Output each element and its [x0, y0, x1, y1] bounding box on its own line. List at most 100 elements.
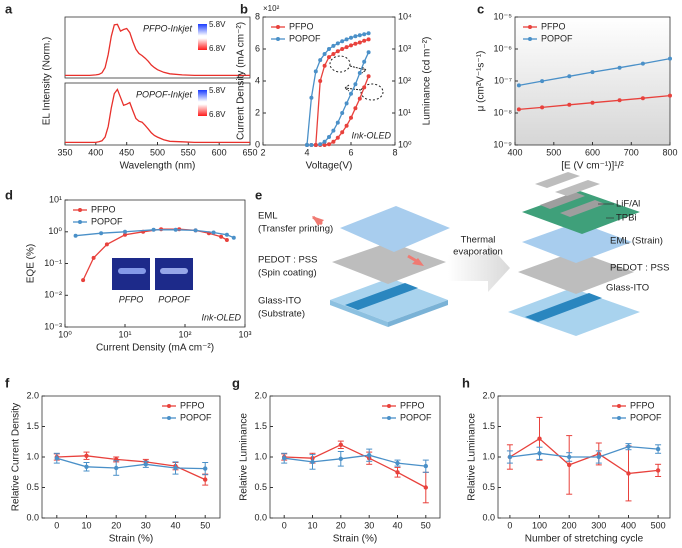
data-point [114, 465, 119, 471]
legend-label: PFPO [400, 400, 425, 410]
y-tick-label: 1.0 [254, 451, 267, 461]
data-point [331, 43, 336, 48]
y-tick-label: 10⁰ [48, 226, 62, 236]
data-point [353, 41, 358, 46]
legend-marker [528, 25, 532, 29]
panel-label: h [462, 375, 470, 390]
data-point [540, 105, 545, 110]
data-point [366, 31, 371, 36]
x-axis-label: [E (V cm⁻¹)]¹/² [561, 161, 624, 172]
data-point [331, 128, 336, 133]
process-label: evaporation [453, 247, 503, 258]
ito-stripe [345, 283, 418, 310]
y-tick-label: 0.5 [482, 482, 495, 492]
x-tick-label: 400 [507, 147, 522, 157]
x-tick-label: 8 [392, 147, 397, 157]
x-tick-label: 40 [170, 520, 180, 530]
data-point [99, 231, 104, 236]
data-point [567, 454, 572, 460]
data-point [335, 49, 340, 54]
x-tick-label: 10 [307, 520, 317, 530]
x-axis-label: Strain (%) [333, 534, 377, 545]
diagram-e: e EML (Transfer printing) PEDOT : PSS (S… [255, 172, 669, 336]
x-tick-label: 6 [348, 147, 353, 157]
data-point [338, 456, 343, 461]
data-point [353, 82, 358, 87]
x-tick-label: 450 [119, 147, 134, 157]
callout-arrow [349, 65, 367, 74]
y-tick-label: 2.0 [254, 390, 267, 400]
data-point [362, 32, 367, 37]
y-tick-label: 4 [255, 75, 260, 85]
data-point [151, 227, 156, 232]
data-point [91, 255, 96, 260]
series-line [65, 23, 250, 77]
series-line [509, 445, 659, 458]
data-point [516, 83, 521, 88]
x-tick-label: 10³ [238, 329, 251, 339]
data-point [338, 442, 343, 447]
data-point [357, 71, 362, 75]
layer-label: EML [258, 211, 278, 222]
data-point [655, 446, 661, 452]
x-tick-label: 600 [212, 147, 227, 157]
legend-label: POPOF [289, 33, 321, 43]
x-tick-label: 600 [585, 147, 600, 157]
y-tick-label: 10⁻⁷ [494, 75, 512, 85]
x-tick-label: 10 [81, 520, 91, 530]
y-tick-label: 10⁻² [44, 290, 62, 300]
data-point [322, 63, 327, 68]
x-tick-label: 20 [336, 520, 346, 530]
series-label: POPOF-Inkjet [136, 89, 193, 99]
data-point [362, 59, 367, 64]
data-point [322, 139, 327, 144]
y-axis-label: Relative Current Density [11, 403, 22, 511]
x-tick-label: 500 [651, 520, 666, 530]
y-tick-label: 1.5 [26, 421, 39, 431]
pedot-layer [332, 242, 446, 284]
legend-marker [617, 404, 621, 408]
data-point [84, 464, 89, 469]
y-tick-label: 1.0 [26, 451, 39, 461]
layer-note: (Transfer printing) [258, 224, 333, 235]
glass-edge [388, 300, 448, 327]
data-point [313, 143, 318, 147]
data-point [203, 466, 208, 471]
arrow [312, 215, 323, 226]
panel-label: g [232, 375, 240, 390]
process-arrow [448, 244, 510, 292]
layer-label: PEDOT : PSS [610, 263, 669, 274]
panel-label: d [5, 187, 13, 202]
legend-marker [167, 416, 171, 420]
y-tick-label: 10⁻⁵ [494, 11, 513, 21]
layer-note: (Spin coating) [258, 268, 317, 279]
data-point [173, 465, 178, 471]
data-point [322, 52, 327, 56]
data-point [626, 444, 631, 449]
y-tick-label: 0.5 [26, 482, 39, 492]
data-point [423, 485, 428, 490]
data-point [224, 238, 229, 242]
data-point [54, 456, 59, 461]
x-tick-label: 40 [392, 520, 402, 530]
y-tick-label: 10⁻¹ [44, 258, 62, 268]
data-point [590, 100, 595, 105]
callout [329, 55, 351, 73]
series-line [56, 457, 206, 470]
y2-axis-label: Luminance (cd m⁻²) [422, 37, 433, 126]
pedot-layer [518, 251, 634, 294]
y-tick-label: 0.5 [254, 482, 267, 492]
data-point [331, 139, 336, 144]
data-point [590, 70, 595, 75]
x-tick-label: 500 [546, 147, 561, 157]
data-point [104, 242, 109, 247]
data-point [366, 74, 371, 79]
x-tick-label: 50 [200, 520, 210, 530]
legend-marker [78, 208, 82, 212]
callout-arrow [344, 84, 362, 92]
legend-marker [528, 37, 532, 41]
data-point [668, 56, 672, 61]
process-label: Thermal [461, 235, 496, 246]
cathode-strip [560, 200, 605, 217]
